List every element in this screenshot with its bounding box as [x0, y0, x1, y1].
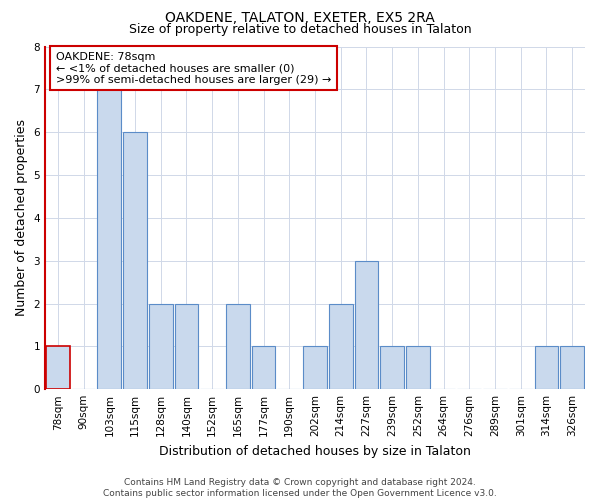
- Text: OAKDENE, TALATON, EXETER, EX5 2RA: OAKDENE, TALATON, EXETER, EX5 2RA: [165, 11, 435, 25]
- Text: Contains HM Land Registry data © Crown copyright and database right 2024.
Contai: Contains HM Land Registry data © Crown c…: [103, 478, 497, 498]
- Bar: [380, 346, 404, 389]
- Y-axis label: Number of detached properties: Number of detached properties: [15, 120, 28, 316]
- Bar: [175, 304, 198, 389]
- Bar: [46, 346, 70, 389]
- Text: OAKDENE: 78sqm
← <1% of detached houses are smaller (0)
>99% of semi-detached ho: OAKDENE: 78sqm ← <1% of detached houses …: [56, 52, 331, 85]
- Text: Size of property relative to detached houses in Talaton: Size of property relative to detached ho…: [128, 22, 472, 36]
- Bar: [149, 304, 173, 389]
- Bar: [303, 346, 327, 389]
- Bar: [226, 304, 250, 389]
- Bar: [329, 304, 353, 389]
- Bar: [406, 346, 430, 389]
- Bar: [252, 346, 275, 389]
- Bar: [123, 132, 147, 389]
- X-axis label: Distribution of detached houses by size in Talaton: Distribution of detached houses by size …: [159, 444, 471, 458]
- Bar: [97, 90, 121, 389]
- Bar: [535, 346, 558, 389]
- Bar: [560, 346, 584, 389]
- Bar: [355, 260, 378, 389]
